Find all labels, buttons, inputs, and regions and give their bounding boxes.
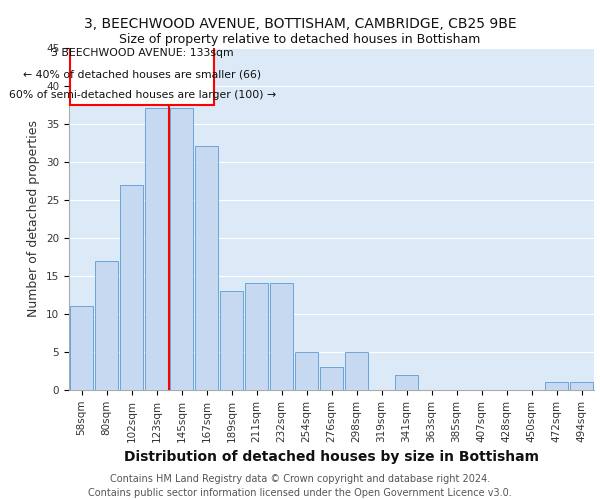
Bar xyxy=(119,184,143,390)
Bar xyxy=(220,291,244,390)
Bar xyxy=(170,108,193,390)
Bar xyxy=(320,367,343,390)
Text: Size of property relative to detached houses in Bottisham: Size of property relative to detached ho… xyxy=(119,32,481,46)
Bar xyxy=(95,260,118,390)
Text: 3, BEECHWOOD AVENUE, BOTTISHAM, CAMBRIDGE, CB25 9BE: 3, BEECHWOOD AVENUE, BOTTISHAM, CAMBRIDG… xyxy=(83,18,517,32)
Text: 3 BEECHWOOD AVENUE: 133sqm: 3 BEECHWOOD AVENUE: 133sqm xyxy=(51,48,233,58)
X-axis label: Distribution of detached houses by size in Bottisham: Distribution of detached houses by size … xyxy=(124,450,539,464)
Bar xyxy=(344,352,368,390)
Bar xyxy=(295,352,319,390)
Bar xyxy=(245,284,268,390)
Bar xyxy=(269,284,293,390)
Text: ← 40% of detached houses are smaller (66): ← 40% of detached houses are smaller (66… xyxy=(23,69,261,79)
Bar xyxy=(145,108,169,390)
Bar xyxy=(70,306,94,390)
Bar xyxy=(395,375,418,390)
Bar xyxy=(545,382,568,390)
FancyBboxPatch shape xyxy=(70,44,214,104)
Bar xyxy=(194,146,218,390)
Y-axis label: Number of detached properties: Number of detached properties xyxy=(28,120,40,318)
Bar xyxy=(569,382,593,390)
Text: Contains HM Land Registry data © Crown copyright and database right 2024.
Contai: Contains HM Land Registry data © Crown c… xyxy=(88,474,512,498)
Text: 60% of semi-detached houses are larger (100) →: 60% of semi-detached houses are larger (… xyxy=(8,90,275,101)
